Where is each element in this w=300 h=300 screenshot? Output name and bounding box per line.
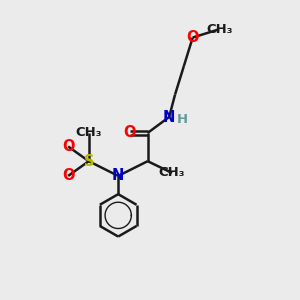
Text: O: O xyxy=(62,168,74,183)
Text: S: S xyxy=(83,154,94,169)
Text: O: O xyxy=(186,30,199,45)
Text: CH₃: CH₃ xyxy=(76,126,102,140)
Text: N: N xyxy=(112,168,124,183)
Text: CH₃: CH₃ xyxy=(206,23,232,36)
Text: H: H xyxy=(177,112,188,126)
Text: N: N xyxy=(163,110,175,124)
Text: CH₃: CH₃ xyxy=(159,167,185,179)
Text: O: O xyxy=(62,139,74,154)
Text: O: O xyxy=(124,125,136,140)
